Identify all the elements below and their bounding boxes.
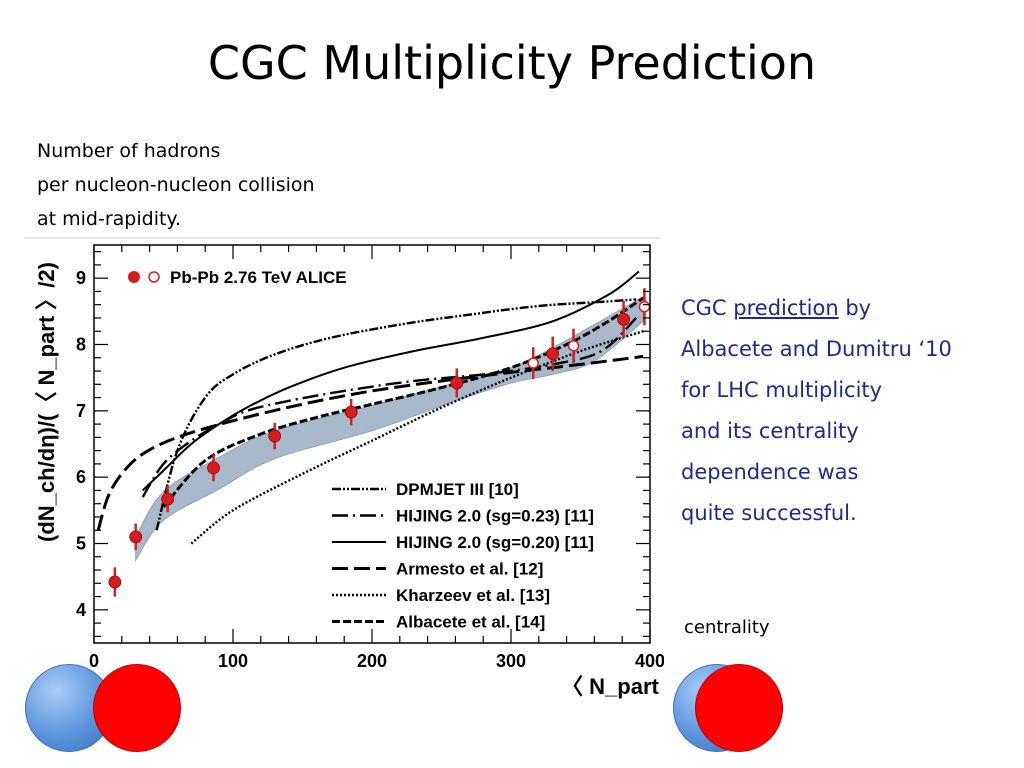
data-point — [546, 347, 560, 361]
data-point-open — [567, 340, 580, 352]
uncertainty-band — [135, 295, 644, 562]
nucleus-circle-red — [93, 664, 181, 752]
data-point — [344, 405, 358, 419]
x-tick-label: 400 — [635, 651, 664, 671]
legend-marker-filled — [128, 271, 140, 283]
y-tick-label: 6 — [76, 467, 86, 487]
legend-label: HIJING 2.0 (sg=0.20) [11] — [396, 533, 594, 552]
y-tick-label: 5 — [76, 534, 86, 554]
y-axis-label: (dN_ch/dη)/(〈 N_part 〉/2) — [34, 262, 59, 542]
series-line — [162, 296, 644, 509]
series-line — [142, 270, 640, 492]
legend-marker-open — [148, 271, 160, 283]
y-tick-label: 4 — [76, 600, 86, 620]
x-tick-label: 300 — [496, 651, 526, 671]
slide-title: CGC Multiplicity Prediction — [207, 36, 817, 90]
data-point-open — [638, 300, 651, 313]
nucleus-circle-red — [695, 664, 783, 752]
x-tick-label: 200 — [357, 651, 387, 671]
side-text-line: and its centrality — [681, 419, 859, 443]
y-tick-label: 8 — [76, 335, 86, 355]
legend-label: Kharzeev et al. [13] — [396, 586, 550, 605]
legend-label: DPMJET III [10] — [396, 480, 519, 499]
series-line — [155, 298, 637, 531]
side-text-post: by — [838, 296, 872, 320]
x-tick-label: 0 — [89, 651, 99, 671]
series-line — [96, 354, 644, 531]
annotation-line: Number of hadrons — [37, 140, 221, 162]
side-text-pre: CGC — [681, 296, 734, 320]
prediction-link[interactable]: prediction — [733, 296, 839, 320]
legend-label: HIJING 2.0 (sg=0.23) [11] — [396, 507, 594, 526]
side-text-line: Albacete and Dumitru ‘10 — [681, 337, 952, 361]
side-text-line: CGC prediction by — [681, 288, 952, 329]
legend-label: Armesto et al. [12] — [396, 560, 543, 579]
centrality-label: centrality — [684, 617, 770, 638]
chart-figure: 0 100 200 300 400 4 5 6 7 8 9 Pb-Pb 2.76 TeV ALICE… — [24, 237, 664, 707]
data-point — [450, 376, 464, 390]
y-tick-label: 9 — [76, 268, 86, 288]
data-point — [161, 492, 175, 506]
legend-label: Albacete et al. [14] — [396, 613, 545, 632]
legend-label: Pb-Pb 2.76 TeV ALICE — [170, 268, 347, 287]
x-tick-label: 100 — [218, 651, 248, 671]
data-point — [268, 429, 282, 443]
x-axis-label: 〈 N_part 〉 — [561, 674, 664, 699]
annotation-line: at mid-rapidity. — [37, 208, 181, 230]
side-text-line: for LHC multiplicity — [681, 378, 883, 402]
data-point — [617, 312, 630, 326]
data-point-open — [527, 357, 539, 369]
side-text: CGC prediction by Albacete and Dumitru ‘… — [681, 288, 952, 534]
y-tick-label: 7 — [76, 401, 86, 421]
data-point — [129, 530, 143, 544]
annotation-text: Number of hadrons per nucleon-nucleon co… — [37, 134, 315, 236]
data-point — [108, 575, 122, 589]
side-text-line: quite successful. — [681, 501, 857, 525]
data-point — [207, 461, 220, 475]
side-text-line: dependence was — [681, 460, 859, 484]
annotation-line: per nucleon-nucleon collision — [37, 174, 315, 196]
